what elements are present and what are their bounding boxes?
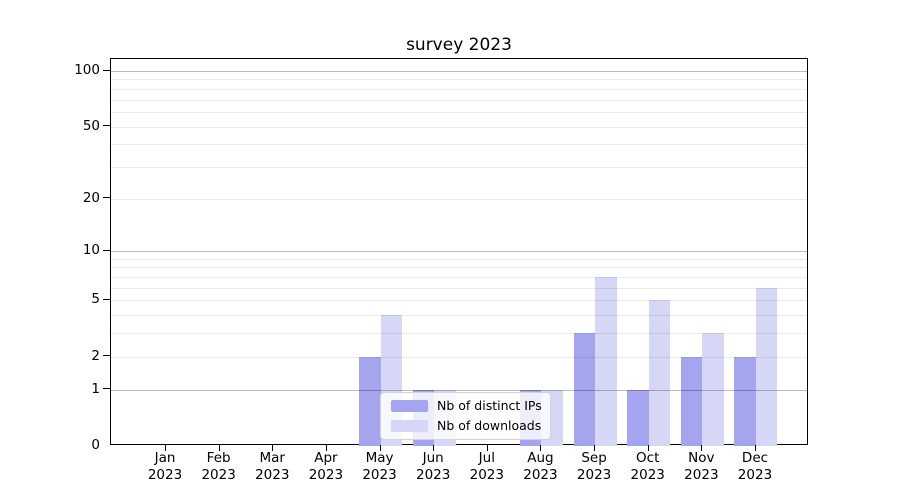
x-tick-jul-2023: [486, 445, 488, 451]
x-axis-label-sep-2023: Sep 2023: [562, 450, 626, 483]
bar-nb-of-distinct-ips-may-2023: [359, 356, 381, 446]
legend: Nb of distinct IPs Nb of downloads: [380, 392, 551, 440]
gridline-y-8: [111, 267, 807, 269]
gridline-y-10: [111, 251, 807, 253]
x-axis-label-year: 2023: [630, 466, 665, 483]
x-axis-label-year: 2023: [523, 466, 558, 483]
y-tick-10: [103, 249, 110, 251]
gridline-y-9: [111, 258, 807, 260]
bar-nb-of-distinct-ips-oct-2023: [627, 389, 649, 446]
y-tick-5: [103, 298, 110, 300]
x-axis-label-month: Jul: [478, 450, 495, 466]
x-tick-jan-2023: [165, 445, 166, 451]
x-tick-sep-2023: [594, 445, 596, 451]
x-axis-label-month: Nov: [688, 450, 715, 466]
legend-swatch-distinct-ips: [391, 399, 428, 412]
x-axis-label-aug-2023: Aug 2023: [508, 450, 572, 483]
gridline-y-50: [111, 126, 807, 128]
x-axis-label-month: Oct: [636, 450, 660, 466]
bar-nb-of-distinct-ips-nov-2023: [680, 356, 703, 446]
x-axis-label-year: 2023: [737, 466, 773, 483]
y-axis-label-5: 5: [91, 291, 100, 308]
x-axis-label-jan-2023: Jan 2023: [133, 450, 197, 483]
legend-item-distinct-ips: Nb of distinct IPs: [391, 398, 542, 413]
x-tick-mar-2023: [272, 445, 274, 451]
plot-area: [110, 58, 808, 446]
bar-nb-of-downloads-dec-2023: [755, 287, 778, 446]
bar-nb-of-distinct-ips-dec-2023: [734, 356, 756, 446]
y-axis-label-20: 20: [82, 189, 100, 206]
legend-item-downloads: Nb of downloads: [391, 418, 542, 433]
x-axis-label-month: Jun: [422, 450, 444, 466]
gridline-y-90: [111, 79, 807, 81]
y-axis-label-0: 0: [91, 437, 100, 453]
x-axis-label-oct-2023: Oct 2023: [616, 450, 680, 483]
gridline-y-20: [111, 198, 807, 200]
y-axis-label-1: 1: [91, 380, 100, 397]
y-tick-20: [103, 197, 110, 199]
x-axis-label-mar-2023: Mar 2023: [240, 450, 304, 483]
x-axis-label-year: 2023: [415, 466, 451, 483]
x-axis-label-year: 2023: [308, 466, 344, 483]
y-tick-1: [103, 388, 110, 390]
y-tick-100: [103, 69, 110, 71]
x-axis-label-year: 2023: [362, 466, 397, 483]
x-axis-label-year: 2023: [576, 466, 612, 483]
x-axis-label-jun-2023: Jun 2023: [401, 450, 465, 483]
x-tick-nov-2023: [701, 445, 703, 451]
bar-nb-of-distinct-ips-sep-2023: [573, 333, 596, 446]
gridline-y-5: [111, 300, 807, 302]
gridline-y-30: [111, 166, 807, 168]
x-axis-label-dec-2023: Dec 2023: [723, 450, 787, 483]
x-axis-label-year: 2023: [147, 466, 183, 483]
gridline-y-40: [111, 144, 807, 146]
x-tick-aug-2023: [540, 445, 542, 451]
gridline-y-70: [111, 99, 807, 101]
x-axis-label-month: Mar: [259, 450, 285, 466]
gridline-y-6: [111, 287, 807, 289]
x-axis-label-year: 2023: [684, 466, 719, 483]
x-axis-label-year: 2023: [469, 466, 504, 483]
y-axis-label-50: 50: [82, 117, 100, 134]
x-tick-jun-2023: [433, 445, 435, 451]
gridline-y-80: [111, 88, 807, 90]
x-axis-label-jul-2023: Jul 2023: [455, 450, 519, 483]
y-axis-label-10: 10: [82, 242, 100, 259]
y-axis-label-100: 100: [74, 62, 100, 78]
y-axis-label-2: 2: [91, 347, 100, 364]
x-axis-label-month: Sep: [581, 450, 607, 466]
x-axis-label-nov-2023: Nov 2023: [669, 450, 733, 483]
x-axis-label-may-2023: May 2023: [348, 450, 412, 483]
x-axis-label-month: Jan: [154, 450, 176, 466]
legend-label-distinct-ips: Nb of distinct IPs: [437, 398, 542, 413]
bar-nb-of-downloads-nov-2023: [702, 333, 724, 446]
bar-nb-of-downloads-sep-2023: [595, 277, 617, 446]
x-axis-label-feb-2023: Feb 2023: [187, 450, 251, 483]
x-axis-label-year: 2023: [201, 466, 236, 483]
gridline-y-7: [111, 277, 807, 279]
x-axis-label-month: May: [365, 450, 394, 466]
legend-label-downloads: Nb of downloads: [437, 418, 542, 433]
x-tick-oct-2023: [647, 445, 649, 451]
x-tick-apr-2023: [325, 445, 327, 451]
y-tick-2: [103, 355, 110, 357]
gridline-y-100: [111, 71, 807, 72]
x-axis-label-year: 2023: [255, 466, 290, 483]
x-tick-feb-2023: [218, 445, 220, 451]
x-axis-label-month: Dec: [741, 450, 769, 466]
x-axis-label-month: Feb: [206, 450, 231, 466]
chart-title: survey 2023: [406, 35, 512, 55]
x-axis-label-apr-2023: Apr 2023: [294, 450, 358, 483]
y-tick-50: [103, 125, 110, 127]
x-axis-label-month: Apr: [314, 450, 338, 466]
x-tick-dec-2023: [754, 445, 756, 451]
gridline-y-60: [111, 111, 807, 113]
bar-nb-of-downloads-oct-2023: [648, 300, 671, 446]
x-tick-may-2023: [379, 445, 381, 451]
gridline-y-4: [111, 315, 807, 317]
legend-swatch-downloads: [391, 419, 428, 432]
x-axis-label-month: Aug: [527, 450, 554, 466]
